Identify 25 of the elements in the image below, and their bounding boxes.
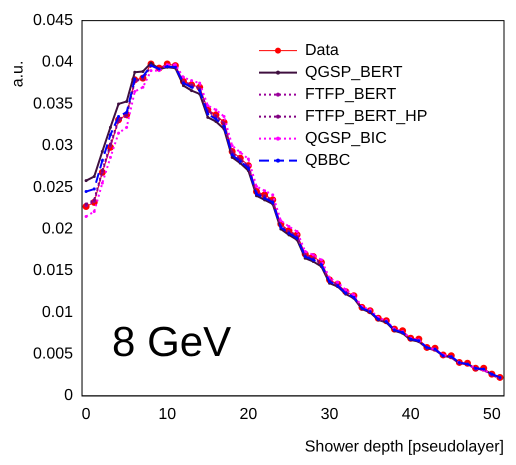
legend-label: QBBC (305, 152, 350, 170)
y-tick-label: 0 (64, 387, 74, 404)
legend-label: FTFP_BERT (305, 86, 396, 104)
legend-label: Data (305, 42, 339, 60)
x-tick-label: 20 (239, 406, 258, 423)
x-tick-label: 0 (82, 406, 91, 423)
x-tick-label: 10 (158, 406, 176, 423)
legend-label: FTFP_BERT_HP (305, 108, 428, 126)
y-tick-label: 0.045 (32, 12, 74, 30)
legend-label: QGSP_BERT (305, 64, 403, 82)
legend-label: QGSP_BIC (305, 130, 387, 148)
annotation: 8 GeV (112, 318, 232, 365)
y-tick-label: 0.01 (42, 304, 74, 321)
y-tick-label: 0.015 (32, 262, 74, 280)
y-tick-label: 0.025 (32, 178, 74, 196)
y-tick-label: 0.035 (32, 95, 74, 112)
x-axis-title: Shower depth [pseudolayer] (304, 438, 504, 456)
x-tick-label: 40 (402, 406, 420, 423)
y-tick-label: 0.04 (42, 54, 74, 71)
x-tick-label: 30 (320, 406, 339, 423)
x-tick-label: 50 (482, 406, 501, 423)
y-tick-label: 0.03 (42, 137, 74, 154)
y-axis-title: a.u. (9, 60, 26, 88)
y-tick-label: 0.02 (42, 220, 74, 238)
y-tick-label: 0.005 (32, 346, 74, 363)
